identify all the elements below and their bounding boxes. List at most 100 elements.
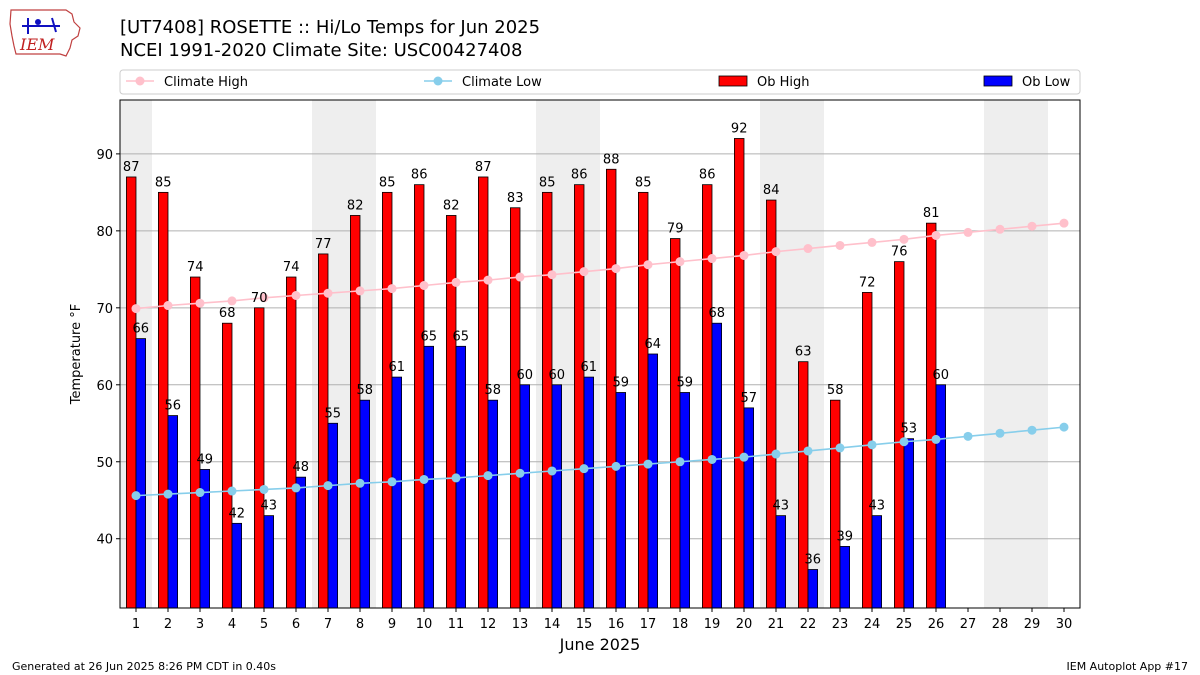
- ob-high-label-day-25: 76: [891, 245, 908, 260]
- y-tick-label-60: 60: [96, 379, 113, 394]
- climate-low-point-day-30: [1059, 422, 1069, 432]
- climate-high-point-day-10: [419, 280, 429, 290]
- ob-high-bar-day-24: [862, 292, 873, 609]
- x-tick-label-7: 7: [324, 617, 332, 632]
- ob-low-bar-day-1: [135, 338, 147, 609]
- climate-low-point-day-1: [131, 491, 141, 501]
- climate-low-point-day-21: [771, 449, 781, 459]
- x-tick-label-4: 4: [228, 617, 236, 632]
- x-tick-label-1: 1: [132, 617, 140, 632]
- climate-high-point-day-24: [867, 237, 877, 247]
- ob-low-bar-day-15: [583, 376, 595, 609]
- climate-high-point-day-26: [931, 230, 941, 240]
- x-tick-label-6: 6: [292, 617, 300, 632]
- climate-low-point-day-17: [643, 459, 653, 469]
- legend-swatch-ob-high: [718, 75, 748, 87]
- ob-high-label-day-22: 63: [795, 345, 812, 360]
- ob-high-label-day-5: 70: [251, 291, 268, 306]
- ob-low-label-day-2: 56: [165, 399, 182, 414]
- ob-low-bar-day-12: [487, 399, 499, 609]
- x-tick-label-17: 17: [640, 617, 657, 632]
- ob-high-label-day-16: 88: [603, 152, 620, 167]
- x-tick-label-15: 15: [576, 617, 593, 632]
- x-tick-label-10: 10: [416, 617, 433, 632]
- ob-low-label-day-18: 59: [677, 375, 694, 390]
- ob-low-label-day-3: 49: [197, 452, 214, 467]
- generated-timestamp: Generated at 26 Jun 2025 8:26 PM CDT in …: [12, 660, 277, 673]
- climate-high-point-day-8: [355, 286, 365, 296]
- y-tick-label-50: 50: [96, 456, 113, 471]
- chart-subtitle: NCEI 1991-2020 Climate Site: USC00427408: [120, 40, 523, 61]
- ob-low-bar-day-26: [935, 384, 947, 609]
- climate-high-point-day-1: [131, 304, 141, 314]
- x-tick-label-14: 14: [544, 617, 561, 632]
- ob-high-label-day-18: 79: [667, 222, 684, 237]
- ob-low-label-day-6: 48: [293, 460, 310, 475]
- ob-high-label-day-1: 87: [123, 160, 140, 175]
- ob-low-label-day-22: 36: [805, 553, 822, 568]
- ob-high-label-day-23: 58: [827, 383, 844, 398]
- x-tick-label-26: 26: [928, 617, 945, 632]
- ob-low-label-day-13: 60: [517, 368, 534, 383]
- ob-low-label-day-17: 64: [645, 337, 662, 352]
- ob-low-label-day-7: 55: [325, 406, 342, 421]
- ob-low-bar-day-24: [871, 515, 883, 609]
- ob-low-bar-day-22: [807, 569, 819, 609]
- climate-high-point-day-17: [643, 260, 653, 270]
- ob-high-label-day-20: 92: [731, 121, 748, 136]
- ob-high-bar-day-8: [349, 215, 361, 609]
- ob-low-label-day-14: 60: [549, 368, 566, 383]
- ob-high-label-day-24: 72: [859, 275, 876, 290]
- climate-low-point-day-26: [931, 434, 941, 444]
- climate-low-point-day-22: [803, 446, 813, 456]
- climate-high-point-day-21: [771, 247, 781, 257]
- ob-low-bar-day-20: [743, 407, 755, 609]
- climate-low-point-day-4: [227, 486, 237, 496]
- climate-high-point-day-4: [227, 296, 237, 306]
- x-tick-label-8: 8: [356, 617, 364, 632]
- ob-high-label-day-10: 86: [411, 168, 428, 183]
- ob-low-label-day-16: 59: [613, 375, 630, 390]
- climate-high-point-day-11: [451, 277, 461, 287]
- legend-label-climate-high: Climate High: [164, 75, 248, 90]
- ob-high-bar-day-10: [413, 184, 425, 609]
- climate-high-point-day-22: [803, 244, 813, 254]
- legend-label-ob-low: Ob Low: [1022, 75, 1071, 90]
- x-tick-label-20: 20: [736, 617, 753, 632]
- climate-low-point-day-8: [355, 478, 365, 488]
- ob-low-bar-day-18: [679, 392, 691, 609]
- ob-low-label-day-1: 66: [133, 322, 150, 337]
- ob-low-bar-day-7: [327, 422, 339, 609]
- chart-title: [UT7408] ROSETTE :: Hi/Lo Temps for Jun …: [120, 17, 541, 38]
- ob-low-bar-day-17: [647, 353, 659, 609]
- ob-low-bar-day-5: [263, 515, 275, 609]
- legend-marker-climate-low: [433, 76, 443, 86]
- ob-low-label-day-23: 39: [837, 529, 854, 544]
- ob-low-label-day-21: 43: [773, 499, 790, 514]
- ob-high-label-day-11: 82: [443, 198, 460, 213]
- y-tick-label-90: 90: [96, 148, 113, 163]
- climate-low-point-day-13: [515, 468, 525, 478]
- ob-high-bar-day-5: [253, 307, 265, 609]
- ob-low-label-day-5: 43: [261, 499, 278, 514]
- ob-high-bar-day-20: [734, 138, 745, 609]
- x-tick-label-9: 9: [388, 617, 396, 632]
- ob-high-label-day-17: 85: [635, 175, 652, 190]
- climate-low-point-day-24: [867, 440, 877, 450]
- app-id: IEM Autoplot App #17: [1066, 660, 1189, 673]
- y-tick-label-40: 40: [96, 533, 113, 548]
- climate-low-point-day-6: [291, 483, 301, 493]
- ob-high-label-day-3: 74: [187, 260, 204, 275]
- ob-high-label-day-14: 85: [539, 175, 556, 190]
- climate-high-point-day-6: [291, 291, 301, 301]
- climate-high-point-day-14: [547, 270, 557, 280]
- climate-low-point-day-2: [163, 489, 173, 499]
- legend-label-climate-low: Climate Low: [462, 75, 542, 90]
- climate-high-point-day-30: [1059, 218, 1069, 228]
- x-tick-label-30: 30: [1056, 617, 1073, 632]
- x-tick-label-18: 18: [672, 617, 689, 632]
- ob-low-label-day-11: 65: [453, 329, 470, 344]
- ob-high-bar-day-11: [445, 215, 457, 609]
- climate-low-point-day-12: [483, 471, 493, 481]
